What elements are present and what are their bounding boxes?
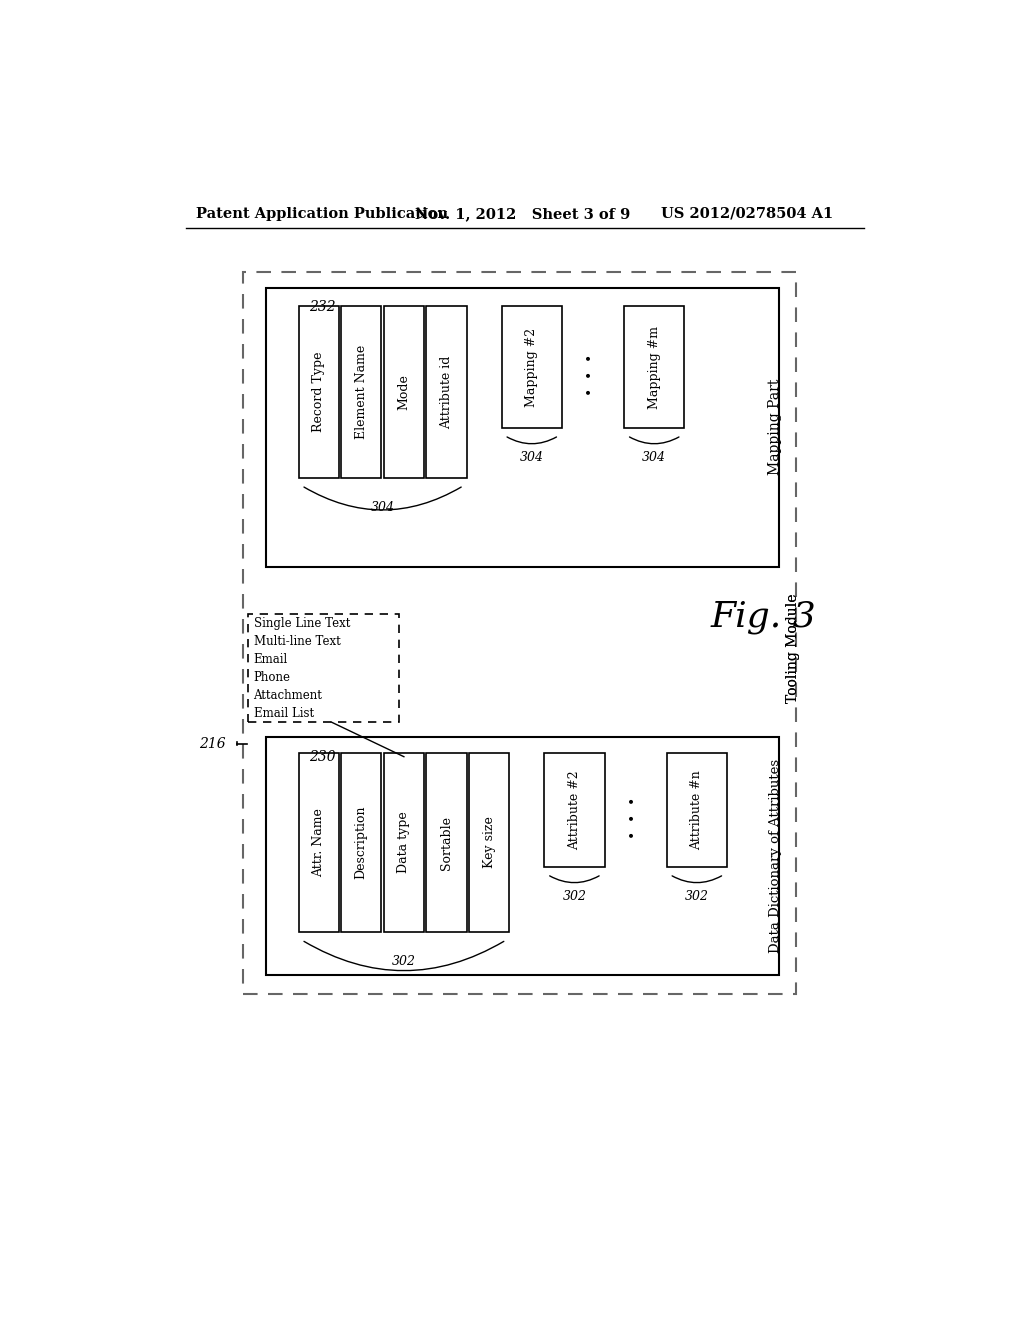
- Text: Mapping #m: Mapping #m: [648, 326, 660, 409]
- Text: 232: 232: [308, 300, 335, 314]
- Text: 230: 230: [308, 750, 335, 764]
- Text: 304: 304: [371, 500, 394, 513]
- Bar: [243, 272, 796, 994]
- Text: Data Dictionary of Attributes: Data Dictionary of Attributes: [769, 759, 781, 953]
- Text: Description: Description: [354, 805, 368, 879]
- Bar: [248, 614, 399, 722]
- Text: Attachment: Attachment: [254, 689, 323, 702]
- Text: 302: 302: [392, 954, 416, 968]
- Text: Attribute #n: Attribute #n: [690, 770, 703, 850]
- Bar: [266, 288, 779, 566]
- Bar: [502, 306, 562, 428]
- Text: Tooling Module: Tooling Module: [786, 594, 800, 702]
- Bar: [544, 752, 604, 867]
- Text: Patent Application Publication: Patent Application Publication: [197, 207, 449, 220]
- Text: Record Type: Record Type: [312, 352, 326, 433]
- Text: Phone: Phone: [254, 671, 291, 684]
- Bar: [384, 306, 424, 478]
- Text: Tooling Module: Tooling Module: [786, 594, 800, 702]
- Text: 302: 302: [562, 890, 587, 903]
- Text: Sortable: Sortable: [440, 816, 453, 870]
- Text: Mode: Mode: [397, 374, 411, 411]
- Bar: [341, 752, 381, 932]
- Bar: [426, 306, 467, 478]
- Bar: [266, 738, 779, 974]
- Text: Multi-line Text: Multi-line Text: [254, 635, 340, 648]
- Text: Mapping #2: Mapping #2: [525, 327, 539, 407]
- Text: 304: 304: [642, 450, 667, 463]
- Bar: [384, 752, 424, 932]
- Text: Email: Email: [254, 652, 288, 665]
- Text: Attribute id: Attribute id: [440, 355, 453, 429]
- Text: •  •  •: • • •: [627, 796, 641, 838]
- Bar: [667, 752, 727, 867]
- Text: Nov. 1, 2012   Sheet 3 of 9: Nov. 1, 2012 Sheet 3 of 9: [415, 207, 630, 220]
- Bar: [299, 752, 339, 932]
- Bar: [299, 306, 339, 478]
- Text: Attr. Name: Attr. Name: [312, 808, 326, 876]
- Text: US 2012/0278504 A1: US 2012/0278504 A1: [662, 207, 834, 220]
- Text: 304: 304: [520, 450, 544, 463]
- Text: •  •  •: • • •: [585, 354, 598, 396]
- Text: Mapping Part: Mapping Part: [768, 379, 782, 475]
- Text: Attribute #2: Attribute #2: [568, 770, 581, 850]
- Bar: [469, 752, 509, 932]
- Bar: [341, 306, 381, 478]
- Text: Key size: Key size: [482, 817, 496, 869]
- Text: Data type: Data type: [397, 812, 411, 874]
- Bar: [624, 306, 684, 428]
- Text: Single Line Text: Single Line Text: [254, 616, 350, 630]
- Text: Element Name: Element Name: [354, 345, 368, 440]
- Text: Email List: Email List: [254, 706, 313, 719]
- Text: 216: 216: [199, 737, 225, 751]
- Bar: [426, 752, 467, 932]
- Text: Fig. 3: Fig. 3: [711, 599, 816, 634]
- Text: 302: 302: [685, 890, 709, 903]
